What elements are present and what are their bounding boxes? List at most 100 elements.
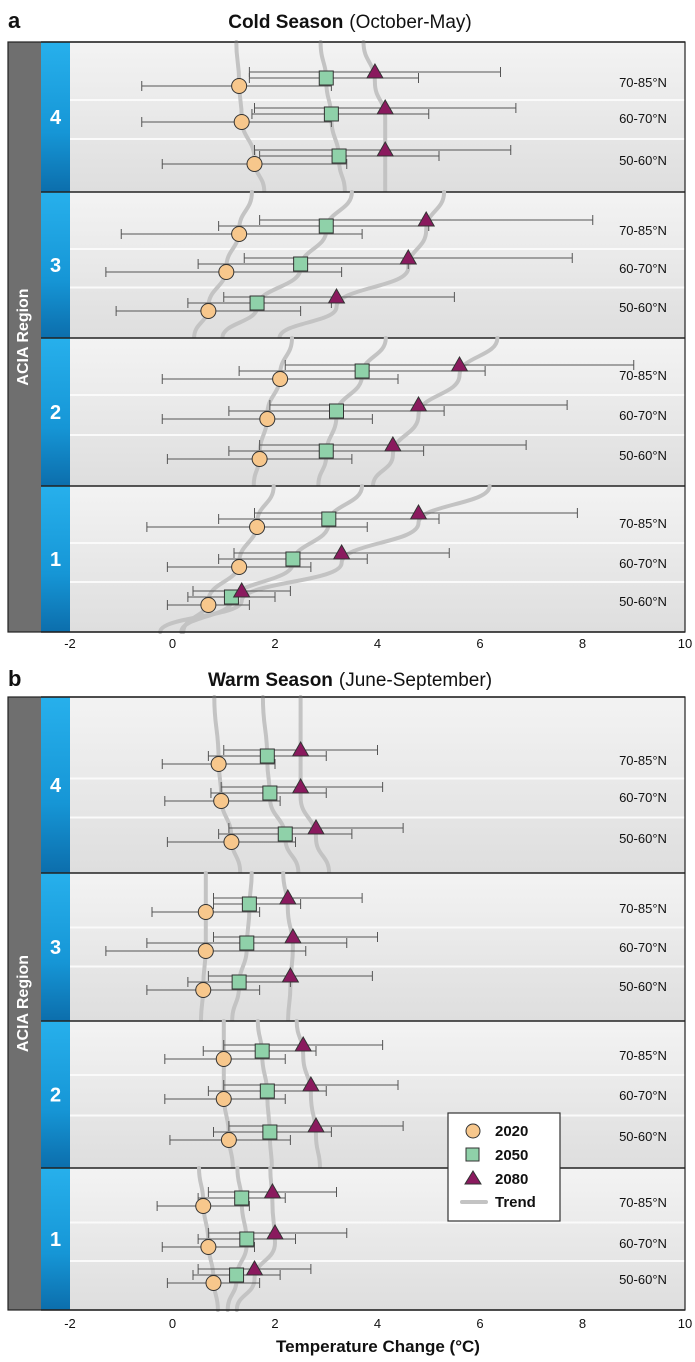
- point-2080: [302, 1075, 320, 1092]
- point-2080: [384, 435, 402, 452]
- point-2020: [205, 1275, 222, 1291]
- x-tick-label: 4: [374, 1316, 381, 1331]
- point-2080: [409, 395, 428, 412]
- point-2020: [213, 793, 230, 809]
- point-2020: [231, 78, 248, 94]
- latitude-label: 70-85°N: [619, 516, 667, 531]
- point-2080: [232, 581, 251, 598]
- point-2080: [450, 355, 469, 372]
- point-2050: [259, 1083, 275, 1099]
- latitude-label: 70-85°N: [619, 223, 667, 238]
- plot-frame: [7, 696, 686, 1311]
- point-2020: [200, 1239, 217, 1255]
- legend: 2020 2050 2080 Trend: [447, 1112, 561, 1222]
- point-2050: [321, 511, 337, 527]
- point-2050: [234, 1190, 250, 1206]
- latitude-label: 50-60°N: [619, 448, 667, 463]
- latitude-label: 50-60°N: [619, 1272, 667, 1287]
- legend-2020-marker: [465, 1123, 481, 1139]
- point-2050: [254, 1043, 270, 1059]
- x-tick-label: 8: [579, 636, 586, 651]
- latitude-label: 60-70°N: [619, 556, 667, 571]
- point-2080: [307, 1116, 325, 1133]
- point-2080: [307, 818, 325, 835]
- latitude-label: 70-85°N: [619, 753, 667, 768]
- legend-2080-marker: [464, 1170, 482, 1185]
- latitude-label: 60-70°N: [619, 408, 667, 423]
- latitude-label: 70-85°N: [619, 901, 667, 916]
- region-number: 1: [50, 1229, 61, 1251]
- point-2050: [318, 443, 334, 459]
- legend-2050-label: 2050: [495, 1147, 528, 1164]
- point-2020: [218, 264, 235, 280]
- y-axis-label: ACIA Region: [15, 288, 32, 385]
- point-2020: [195, 982, 212, 998]
- point-2080: [376, 140, 395, 157]
- point-2020: [200, 303, 217, 319]
- point-2050: [318, 70, 334, 86]
- point-2080: [409, 503, 428, 520]
- latitude-label: 70-85°N: [619, 1048, 667, 1063]
- trend-line-2080: [371, 336, 500, 488]
- x-tick-label: 2: [271, 636, 278, 651]
- point-2080: [327, 287, 346, 304]
- legend-2080-label: 2080: [495, 1171, 528, 1188]
- region-bar: [41, 697, 70, 873]
- trend-line-2080: [158, 484, 492, 634]
- panel-b-letter: b: [8, 666, 21, 691]
- point-2020: [246, 156, 263, 172]
- region-number: 3: [50, 937, 61, 959]
- panel-a-plot: ACIA Region 4 70-85°N 60-70°N 50-60°N 3 70-85°…: [7, 40, 692, 651]
- latitude-label: 60-70°N: [619, 790, 667, 805]
- latitude-label: 60-70°N: [619, 940, 667, 955]
- x-tick-label: 0: [169, 1316, 176, 1331]
- x-tick-label: 6: [476, 1316, 483, 1331]
- point-2050: [241, 896, 257, 912]
- x-axis-label: Temperature Change (°C): [276, 1337, 480, 1356]
- region-background: [70, 1168, 685, 1310]
- latitude-label: 60-70°N: [619, 111, 667, 126]
- point-2020: [220, 1132, 237, 1148]
- point-2080: [263, 1182, 282, 1199]
- point-2050: [329, 403, 344, 419]
- point-2050: [231, 974, 247, 990]
- point-2050: [277, 826, 293, 842]
- legend-2050-marker: [465, 1147, 480, 1162]
- point-2050: [229, 1267, 245, 1283]
- point-2080: [376, 98, 395, 115]
- point-2080: [245, 1259, 264, 1276]
- region-number: 2: [50, 402, 61, 424]
- panel-a-letter: a: [8, 8, 21, 33]
- latitude-label: 50-60°N: [619, 1129, 667, 1144]
- point-2050: [262, 1124, 278, 1140]
- latitude-label: 60-70°N: [619, 261, 667, 276]
- region-background: [70, 338, 685, 486]
- region-background: [70, 697, 685, 873]
- x-tick-label: 6: [476, 636, 483, 651]
- point-2050: [293, 256, 309, 272]
- point-2020: [249, 519, 266, 535]
- region-number: 2: [50, 1085, 61, 1107]
- latitude-label: 50-60°N: [619, 300, 667, 315]
- point-2080: [278, 888, 297, 905]
- x-tick-label: 2: [271, 1316, 278, 1331]
- point-2080: [332, 543, 351, 560]
- latitude-label: 70-85°N: [619, 75, 667, 90]
- x-tick-label: 0: [169, 636, 176, 651]
- latitude-label: 60-70°N: [619, 1236, 667, 1251]
- latitude-label: 50-60°N: [619, 153, 667, 168]
- point-2050: [318, 218, 334, 234]
- x-tick-label: 4: [374, 636, 381, 651]
- panel-b-plot: ACIA Region 4 70-85°N 60-70°N 50-60°N 3 70-85°…: [7, 695, 692, 1331]
- latitude-label: 70-85°N: [619, 368, 667, 383]
- region-number: 4: [50, 775, 62, 797]
- region-bar: [41, 192, 70, 338]
- latitude-label: 50-60°N: [619, 594, 667, 609]
- x-tick-label: 10: [678, 1316, 692, 1331]
- point-2050: [239, 1231, 255, 1247]
- point-2020: [210, 756, 227, 772]
- plot-frame: [7, 41, 686, 633]
- region-number: 4: [50, 107, 62, 129]
- panel-b-title: Warm Season (June-September): [208, 670, 492, 691]
